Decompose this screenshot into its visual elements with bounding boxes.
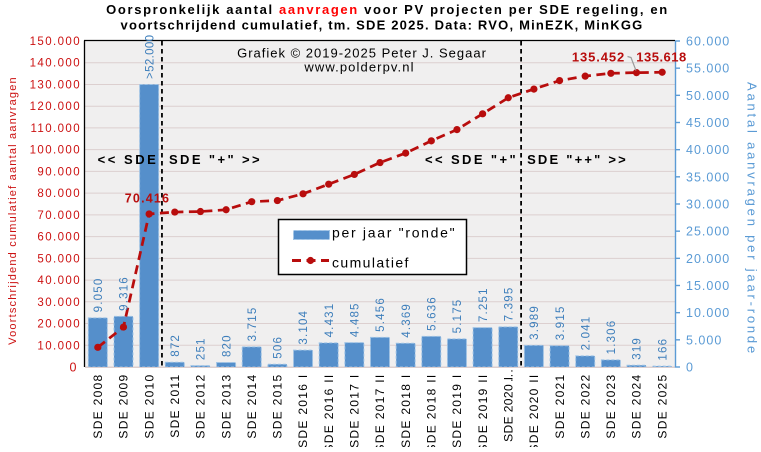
svg-text:50.000: 50.000: [686, 89, 730, 103]
svg-text:SDE 2020 II: SDE 2020 II: [527, 374, 541, 448]
svg-text:9.316: 9.316: [119, 276, 131, 311]
svg-text:90.000: 90.000: [37, 166, 81, 178]
svg-text:SDE 2025: SDE 2025: [655, 374, 669, 439]
svg-text:3.915: 3.915: [555, 305, 567, 340]
svg-text:25.000: 25.000: [686, 225, 730, 239]
svg-text:506: 506: [273, 336, 285, 359]
svg-text:80.000: 80.000: [37, 188, 81, 200]
svg-text:35.000: 35.000: [686, 170, 730, 184]
svg-text:SDE "+" >>: SDE "+" >>: [169, 152, 262, 167]
svg-text:70.000: 70.000: [37, 210, 81, 222]
svg-text:3.715: 3.715: [247, 307, 259, 342]
svg-text:voortschrijdend cumulatief,: voortschrijdend cumulatief, tm. SDE 2025…: [121, 18, 644, 33]
svg-text:251: 251: [196, 337, 208, 360]
svg-text:SDE 2024: SDE 2024: [630, 374, 644, 439]
svg-text:40.000: 40.000: [37, 275, 81, 287]
svg-text:50.000: 50.000: [37, 253, 81, 265]
svg-text:140.000: 140.000: [30, 58, 81, 70]
svg-text:SDE 2010: SDE 2010: [142, 374, 156, 439]
svg-text:5.636: 5.636: [427, 296, 439, 331]
svg-text:SDE 2017 II: SDE 2017 II: [373, 374, 387, 448]
svg-text:2.041: 2.041: [580, 316, 592, 351]
svg-text:SDE 2016 II: SDE 2016 II: [322, 374, 336, 448]
svg-text:SDE "++" >>: SDE "++" >>: [527, 152, 628, 167]
svg-text:Grafiek © 2019-2025 Peter J: Grafiek © 2019-2025 Peter J. Segaar: [237, 46, 487, 61]
svg-text:www.polderpv.nl: www.polderpv.nl: [303, 60, 414, 75]
svg-text:5.000: 5.000: [686, 333, 722, 347]
svg-text:SDE 2013: SDE 2013: [219, 374, 233, 439]
svg-text:130.000: 130.000: [30, 79, 81, 91]
svg-text:SDE 2018 II: SDE 2018 II: [425, 374, 439, 448]
svg-text:...: ...: [501, 368, 515, 382]
svg-text:3.989: 3.989: [529, 305, 541, 340]
svg-text:0: 0: [686, 361, 694, 375]
svg-text:120.000: 120.000: [30, 101, 81, 113]
svg-text:110.000: 110.000: [30, 123, 81, 135]
svg-text:15.000: 15.000: [686, 279, 730, 293]
svg-text:<< SDE "+": << SDE "+": [425, 152, 518, 167]
svg-text:135.618: 135.618: [636, 50, 687, 65]
svg-text:<< SDE: << SDE: [98, 152, 159, 167]
svg-text:SDE 2022: SDE 2022: [578, 374, 592, 439]
svg-text:Voortschrijdend cumulatief aan: Voortschrijdend cumulatief aantal aanvra…: [7, 76, 19, 345]
svg-text:4.431: 4.431: [324, 303, 336, 338]
svg-text:SDE 2008: SDE 2008: [91, 374, 105, 439]
svg-text:166: 166: [657, 338, 669, 361]
svg-text:30.000: 30.000: [686, 198, 730, 212]
svg-text:>52.000: >52.000: [144, 35, 156, 79]
svg-text:60.000: 60.000: [37, 232, 81, 244]
svg-text:SDE 2018 I: SDE 2018 I: [399, 374, 413, 448]
svg-text:7.251: 7.251: [478, 287, 490, 322]
svg-text:55.000: 55.000: [686, 62, 730, 76]
svg-text:40.000: 40.000: [686, 143, 730, 157]
svg-text:20.000: 20.000: [37, 319, 81, 331]
svg-text:SDE 2020 I: SDE 2020 I: [501, 377, 515, 442]
svg-text:cumulatief: cumulatief: [332, 255, 410, 271]
svg-text:150.000: 150.000: [30, 36, 81, 48]
svg-text:SDE 2023: SDE 2023: [604, 374, 618, 439]
svg-text:1.306: 1.306: [606, 320, 618, 355]
svg-text:5.175: 5.175: [452, 299, 464, 334]
svg-text:per jaar "ronde": per jaar "ronde": [332, 225, 456, 241]
svg-text:319: 319: [632, 337, 644, 360]
svg-text:SDE 2009: SDE 2009: [117, 374, 131, 439]
svg-text:5.456: 5.456: [375, 297, 387, 332]
svg-text:100.000: 100.000: [30, 145, 81, 157]
svg-text:30.000: 30.000: [37, 297, 81, 309]
svg-text:872: 872: [170, 334, 182, 357]
svg-text:SDE 2017 I: SDE 2017 I: [348, 374, 362, 448]
svg-text:4.485: 4.485: [350, 302, 362, 337]
svg-text:Oorspronkelijk aantal aanvra: Oorspronkelijk aantal aanvragen voor PV …: [106, 2, 669, 17]
svg-text:3.104: 3.104: [298, 310, 310, 345]
svg-text:60.000: 60.000: [686, 35, 730, 49]
svg-text:SDE 2021: SDE 2021: [553, 374, 567, 439]
svg-text:10.000: 10.000: [37, 340, 81, 352]
svg-text:820: 820: [221, 334, 233, 357]
svg-text:Aantal aanvragen per jaar-rond: Aantal aanvragen per jaar-ronde: [745, 82, 760, 356]
svg-text:4.369: 4.369: [401, 303, 413, 338]
svg-text:SDE 2014: SDE 2014: [245, 374, 259, 439]
svg-text:SDE 2011: SDE 2011: [168, 374, 182, 438]
svg-text:SDE 2012: SDE 2012: [194, 374, 208, 439]
svg-text:SDE 2019 II: SDE 2019 II: [476, 374, 490, 448]
svg-text:70.416: 70.416: [125, 192, 170, 206]
svg-text:7.395: 7.395: [503, 287, 515, 322]
svg-text:9.050: 9.050: [93, 278, 105, 313]
svg-text:10.000: 10.000: [686, 306, 730, 320]
svg-text:SDE 2016 I: SDE 2016 I: [296, 374, 310, 448]
svg-text:135.452: 135.452: [572, 50, 625, 65]
svg-text:SDE 2019 I: SDE 2019 I: [450, 374, 464, 448]
svg-text:0: 0: [70, 360, 77, 374]
svg-text:20.000: 20.000: [686, 252, 730, 266]
svg-text:45.000: 45.000: [686, 116, 730, 130]
svg-text:SDE 2015: SDE 2015: [271, 374, 285, 439]
